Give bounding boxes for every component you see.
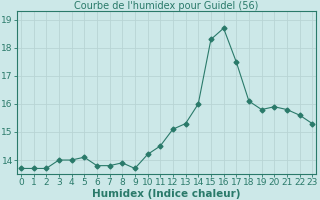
X-axis label: Humidex (Indice chaleur): Humidex (Indice chaleur) <box>92 189 241 199</box>
Title: Courbe de l'humidex pour Guidel (56): Courbe de l'humidex pour Guidel (56) <box>74 1 259 11</box>
